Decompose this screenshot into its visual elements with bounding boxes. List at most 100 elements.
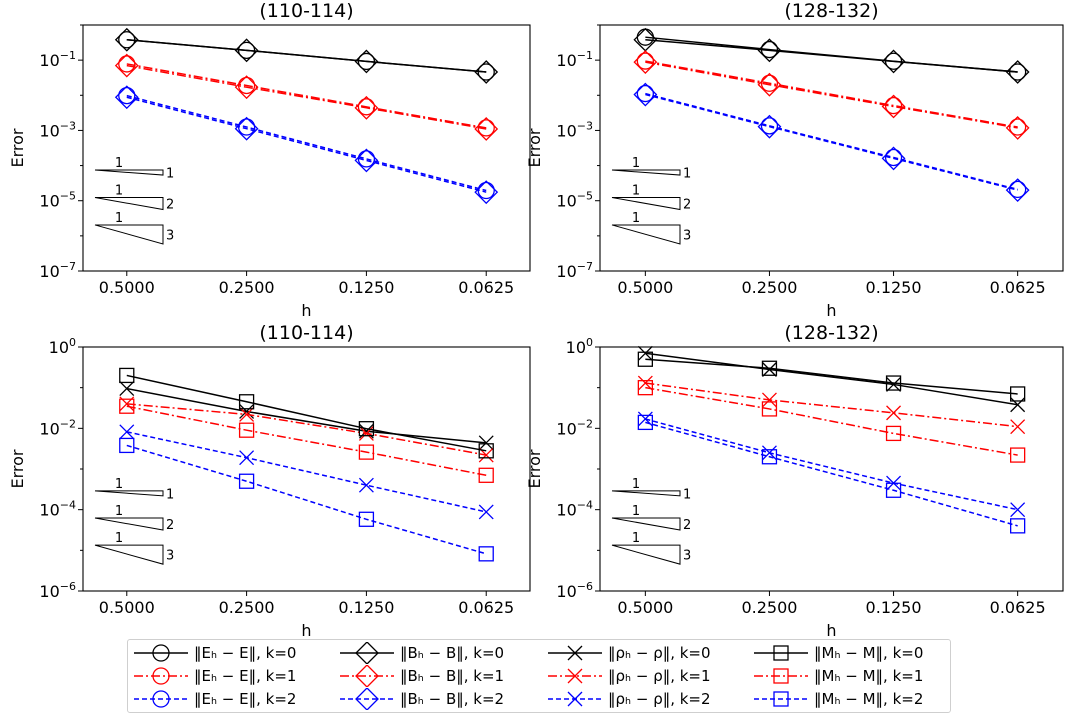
legend-entry: ‖Eₕ − E‖, k=1: [132, 665, 296, 687]
slope-rise-label: 1: [166, 167, 174, 182]
data-point: [1010, 386, 1026, 402]
slope-triangle: [94, 224, 164, 245]
legend-marker: [567, 668, 583, 684]
legend-label: ‖Bₕ − B‖, k=0: [400, 644, 505, 662]
slope-triangle: [94, 169, 164, 176]
slope-triangle: [94, 517, 164, 531]
data-point: [239, 406, 255, 422]
legend: ‖Eₕ − E‖, k=0 ‖Eₕ − E‖, k=1 ‖Eₕ − E‖, k=2 ‖…: [127, 639, 951, 713]
x-tick-label: 0.5000: [99, 278, 155, 297]
x-axis-label: h: [301, 621, 311, 640]
data-point: [239, 403, 255, 419]
legend-label: ‖Eₕ − E‖, k=0: [194, 644, 297, 662]
data-point: [358, 421, 375, 437]
legend-swatch: [340, 642, 394, 664]
data-point: [238, 473, 255, 489]
legend-label: ‖Mₕ − M‖, k=1: [814, 667, 924, 685]
series-line: [126, 444, 487, 555]
slope-run-label: 1: [632, 531, 640, 546]
data-point: [478, 435, 494, 451]
x-tick-label: 0.5000: [617, 598, 673, 617]
slope-triangle: [94, 197, 164, 211]
data-point: [760, 74, 779, 92]
data-point: [354, 148, 379, 173]
x-tick-label: 0.2500: [219, 278, 275, 297]
series-line: [645, 60, 1018, 128]
legend-entry: ‖ρₕ − ρ‖, k=2: [546, 688, 711, 710]
data-point: [477, 119, 495, 137]
x-tick-label: 0.2500: [741, 278, 797, 297]
slope-triangle: [611, 169, 681, 176]
data-point: [234, 38, 259, 63]
slope-rise-label: 3: [166, 228, 174, 243]
legend-label: ‖Bₕ − B‖, k=1: [400, 667, 505, 685]
slope-rise-label: 2: [683, 518, 691, 533]
slope-run-label: 1: [115, 211, 123, 226]
legend-marker: [567, 691, 583, 707]
x-tick-label: 0.1250: [866, 278, 922, 297]
series-line: [645, 93, 1018, 191]
legend-swatch: [754, 668, 808, 684]
legend-label: ‖ρₕ − ρ‖, k=2: [608, 690, 711, 708]
data-point: [881, 94, 906, 119]
data-point: [474, 117, 499, 141]
data-point: [237, 76, 256, 95]
y-tick-label: 100: [49, 336, 76, 357]
x-tick-label: 0.2500: [219, 598, 275, 617]
series-line: [645, 421, 1018, 527]
axes-frame: [82, 24, 531, 272]
x-axis-label: h: [301, 301, 311, 320]
legend-swatch: [340, 665, 394, 687]
slope-rise-label: 1: [683, 487, 691, 502]
data-point: [114, 85, 139, 110]
legend-entry: ‖Bₕ − B‖, k=1: [338, 665, 504, 687]
data-point: [474, 60, 499, 84]
y-tick-label: 10−5: [39, 190, 76, 211]
slope-run-label: 1: [115, 531, 123, 546]
slope-rise-label: 2: [166, 518, 174, 533]
slope-triangle: [94, 490, 164, 497]
legend-marker: [773, 645, 789, 661]
chart-title: (128-132): [784, 0, 878, 22]
y-tick-label: 10−6: [556, 580, 593, 601]
legend-label: ‖Bₕ − B‖, k=2: [400, 690, 505, 708]
data-point: [1009, 180, 1027, 199]
legend-label: ‖Eₕ − E‖, k=1: [194, 667, 297, 685]
x-tick-label: 0.1250: [338, 278, 394, 297]
series-line: [126, 387, 487, 444]
series-line: [126, 405, 487, 477]
x-tick-label: 0.0625: [458, 598, 514, 617]
slope-run-label: 1: [632, 504, 640, 519]
subplot-1: (110-114) 0.5000 0.2500 0.1250 0.0625 h 10−7 10…: [8, 0, 531, 320]
data-point: [234, 116, 259, 141]
data-point: [358, 425, 374, 441]
data-point: [881, 49, 906, 74]
legend-entry: ‖ρₕ − ρ‖, k=1: [546, 665, 711, 687]
data-point: [358, 477, 374, 493]
x-tick-label: 0.2500: [741, 598, 797, 617]
legend-entry: ‖Bₕ − B‖, k=0: [338, 642, 504, 664]
data-point: [637, 345, 653, 361]
data-point: [1005, 60, 1030, 84]
slope-run-label: 1: [632, 184, 640, 199]
data-point: [238, 394, 255, 410]
subplot-4: (128-132) 0.5000 0.2500 0.1250 0.0625 h 10−6 10…: [525, 322, 1064, 640]
data-point: [119, 437, 135, 454]
chart-title: (110-114): [259, 0, 353, 22]
data-point: [1005, 178, 1030, 203]
data-point: [757, 38, 782, 63]
data-point: [474, 180, 499, 205]
data-point: [238, 422, 255, 438]
data-point: [761, 360, 778, 376]
x-axis-label: h: [826, 621, 836, 640]
data-point: [114, 53, 139, 78]
legend-swatch: [754, 645, 808, 661]
data-point: [354, 49, 379, 74]
legend-marker: [355, 688, 379, 710]
data-point: [478, 504, 494, 520]
axes-frame: [82, 346, 531, 592]
slope-run-label: 1: [632, 477, 640, 492]
y-tick-label: 10−3: [39, 119, 76, 140]
slope-rise-label: 3: [683, 549, 691, 564]
